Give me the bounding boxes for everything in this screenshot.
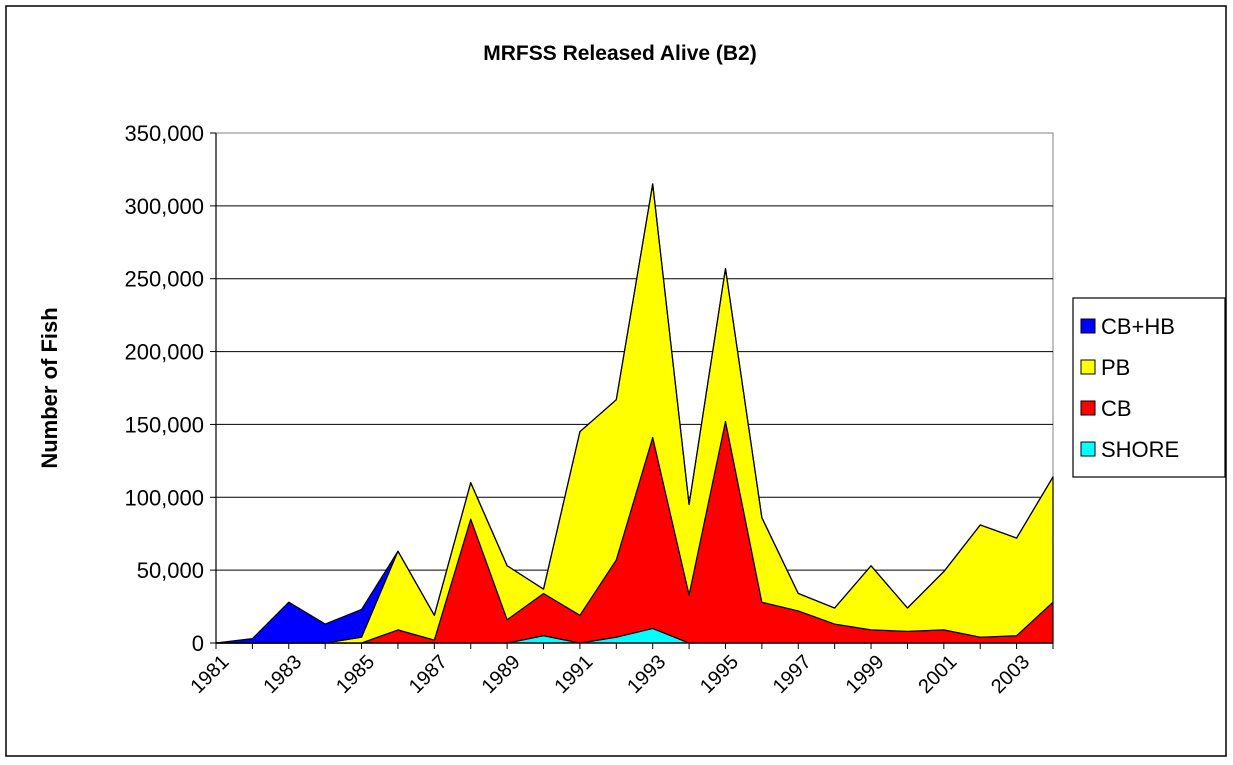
y-tick-label: 50,000: [137, 558, 204, 583]
y-tick-label: 0: [192, 631, 204, 656]
legend-swatch: [1080, 400, 1096, 416]
y-tick-label: 150,000: [124, 412, 204, 437]
area: [215, 183, 1054, 644]
legend-box: [1072, 297, 1226, 478]
legend-swatch: [1080, 359, 1096, 375]
y-tick-label: 250,000: [124, 267, 204, 292]
y-axis-label: Number of Fish: [37, 307, 62, 468]
legend-label: CB: [1101, 396, 1132, 421]
chart-title: MRFSS Released Alive (B2): [483, 42, 756, 65]
y-tick-label: 350,000: [124, 121, 204, 146]
y-tick-label: 300,000: [124, 194, 204, 219]
legend-swatch: [1080, 441, 1096, 457]
legend-label: PB: [1101, 355, 1130, 380]
legend-swatch: [1080, 318, 1096, 334]
legend-label: SHORE: [1101, 437, 1179, 462]
y-tick-label: 100,000: [124, 485, 204, 510]
y-tick-label: 200,000: [124, 340, 204, 365]
legend-label: CB+HB: [1101, 314, 1175, 339]
